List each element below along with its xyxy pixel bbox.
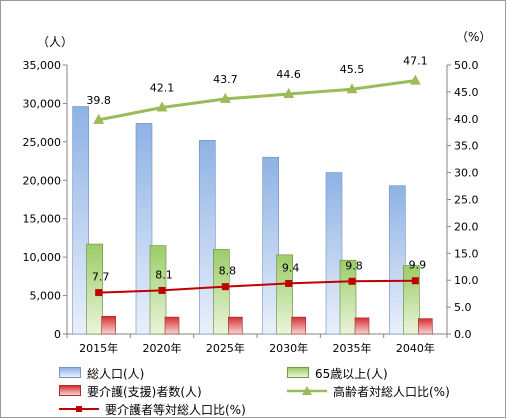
- legend-label: 高齢者対総人口比(%): [333, 385, 450, 399]
- legend-line-square: [59, 406, 99, 412]
- bar-total-population: [262, 156, 279, 335]
- bar-care-recipients: [354, 317, 370, 335]
- right-axis-tick-label: 35.0: [454, 140, 479, 153]
- bar-total-population: [199, 140, 216, 335]
- data-label: 42.1: [150, 82, 175, 95]
- legend-line-triangle: [287, 386, 327, 395]
- legend-label: 要介護(支援)者数(人): [87, 385, 202, 399]
- bar-elderly: [276, 254, 293, 335]
- marker-square: [285, 279, 293, 287]
- left-axis-tick-label: 10,000: [23, 251, 62, 264]
- data-label: 9.9: [409, 259, 427, 272]
- left-axis-tick-label: 35,000: [23, 59, 62, 72]
- legend-label: 総人口(人): [87, 367, 145, 381]
- marker-triangle: [409, 74, 421, 85]
- right-axis-tick-label: 40.0: [454, 113, 479, 126]
- data-label: 9.8: [345, 259, 363, 272]
- x-axis-tick-label: 2030年: [269, 341, 308, 355]
- right-axis-tick-label: 20.0: [454, 220, 479, 233]
- bar-elderly: [86, 243, 103, 335]
- left-axis-unit: （人）: [37, 35, 73, 49]
- left-axis-tick-label: 20,000: [23, 174, 62, 187]
- right-axis-tick-label: 45.0: [454, 86, 479, 99]
- marker-square: [348, 277, 356, 285]
- data-label: 43.7: [213, 73, 238, 86]
- legend-swatch-red: [59, 385, 81, 396]
- x-axis-tick-label: 2025年: [206, 341, 245, 355]
- data-label: 47.1: [403, 55, 428, 68]
- left-axis-tick-label: 15,000: [23, 213, 62, 226]
- marker-square: [158, 286, 166, 294]
- right-axis-unit: （%）: [456, 30, 491, 44]
- marker-triangle: [93, 113, 105, 124]
- data-label: 7.7: [92, 271, 110, 284]
- right-axis-tick-label: 50.0: [454, 59, 479, 72]
- x-axis-tick-label: 2035年: [333, 341, 372, 355]
- data-label: 8.1: [155, 268, 173, 281]
- right-axis-tick-label: 10.0: [454, 274, 479, 287]
- marker-triangle: [283, 88, 295, 99]
- marker-triangle: [219, 92, 231, 103]
- marker-square: [411, 277, 419, 285]
- marker-triangle: [346, 83, 358, 94]
- bar-total-population: [72, 106, 89, 335]
- legend-swatch-green: [287, 367, 309, 378]
- legend-label: 要介護者等対総人口比(%): [105, 403, 246, 417]
- bar-total-population: [389, 185, 406, 335]
- right-axis-tick-label: 25.0: [454, 194, 479, 207]
- data-label: 8.8: [219, 265, 237, 278]
- bar-care-recipients: [101, 316, 116, 335]
- bar-total-population: [135, 123, 153, 335]
- legend-label: 65歳以上(人): [315, 367, 388, 381]
- data-label: 9.4: [282, 261, 300, 274]
- bar-care-recipients: [164, 316, 180, 335]
- right-axis-tick-label: 30.0: [454, 167, 479, 180]
- data-label: 45.5: [340, 63, 365, 76]
- marker-square: [95, 289, 103, 297]
- bar-elderly: [403, 265, 420, 335]
- right-axis-tick-label: 15.0: [454, 247, 479, 260]
- x-axis-tick-label: 2040年: [396, 341, 435, 355]
- left-axis-tick-label: 25,000: [23, 136, 62, 149]
- line-elderly-ratio: [98, 79, 416, 122]
- bar-care-recipients: [291, 316, 306, 335]
- x-axis-tick-label: 2015年: [79, 341, 118, 355]
- x-axis-tick-label: 2020年: [143, 341, 182, 355]
- marker-square: [221, 283, 229, 291]
- left-axis-tick-label: 0: [54, 328, 61, 341]
- data-label: 44.6: [276, 68, 301, 81]
- data-label: 39.8: [86, 94, 111, 107]
- right-axis-tick-label: 5.0: [454, 301, 472, 314]
- legend-swatch-blue: [59, 367, 81, 378]
- bar-total-population: [325, 172, 343, 335]
- bar-elderly: [213, 249, 230, 335]
- bar-care-recipients: [228, 316, 243, 335]
- bar-care-recipients: [418, 318, 433, 335]
- marker-triangle: [156, 101, 168, 112]
- left-axis-tick-label: 5,000: [30, 290, 62, 303]
- left-axis-tick-label: 30,000: [23, 97, 62, 110]
- right-axis-tick-label: 0.0: [454, 328, 472, 341]
- line-care-ratio: [98, 279, 416, 294]
